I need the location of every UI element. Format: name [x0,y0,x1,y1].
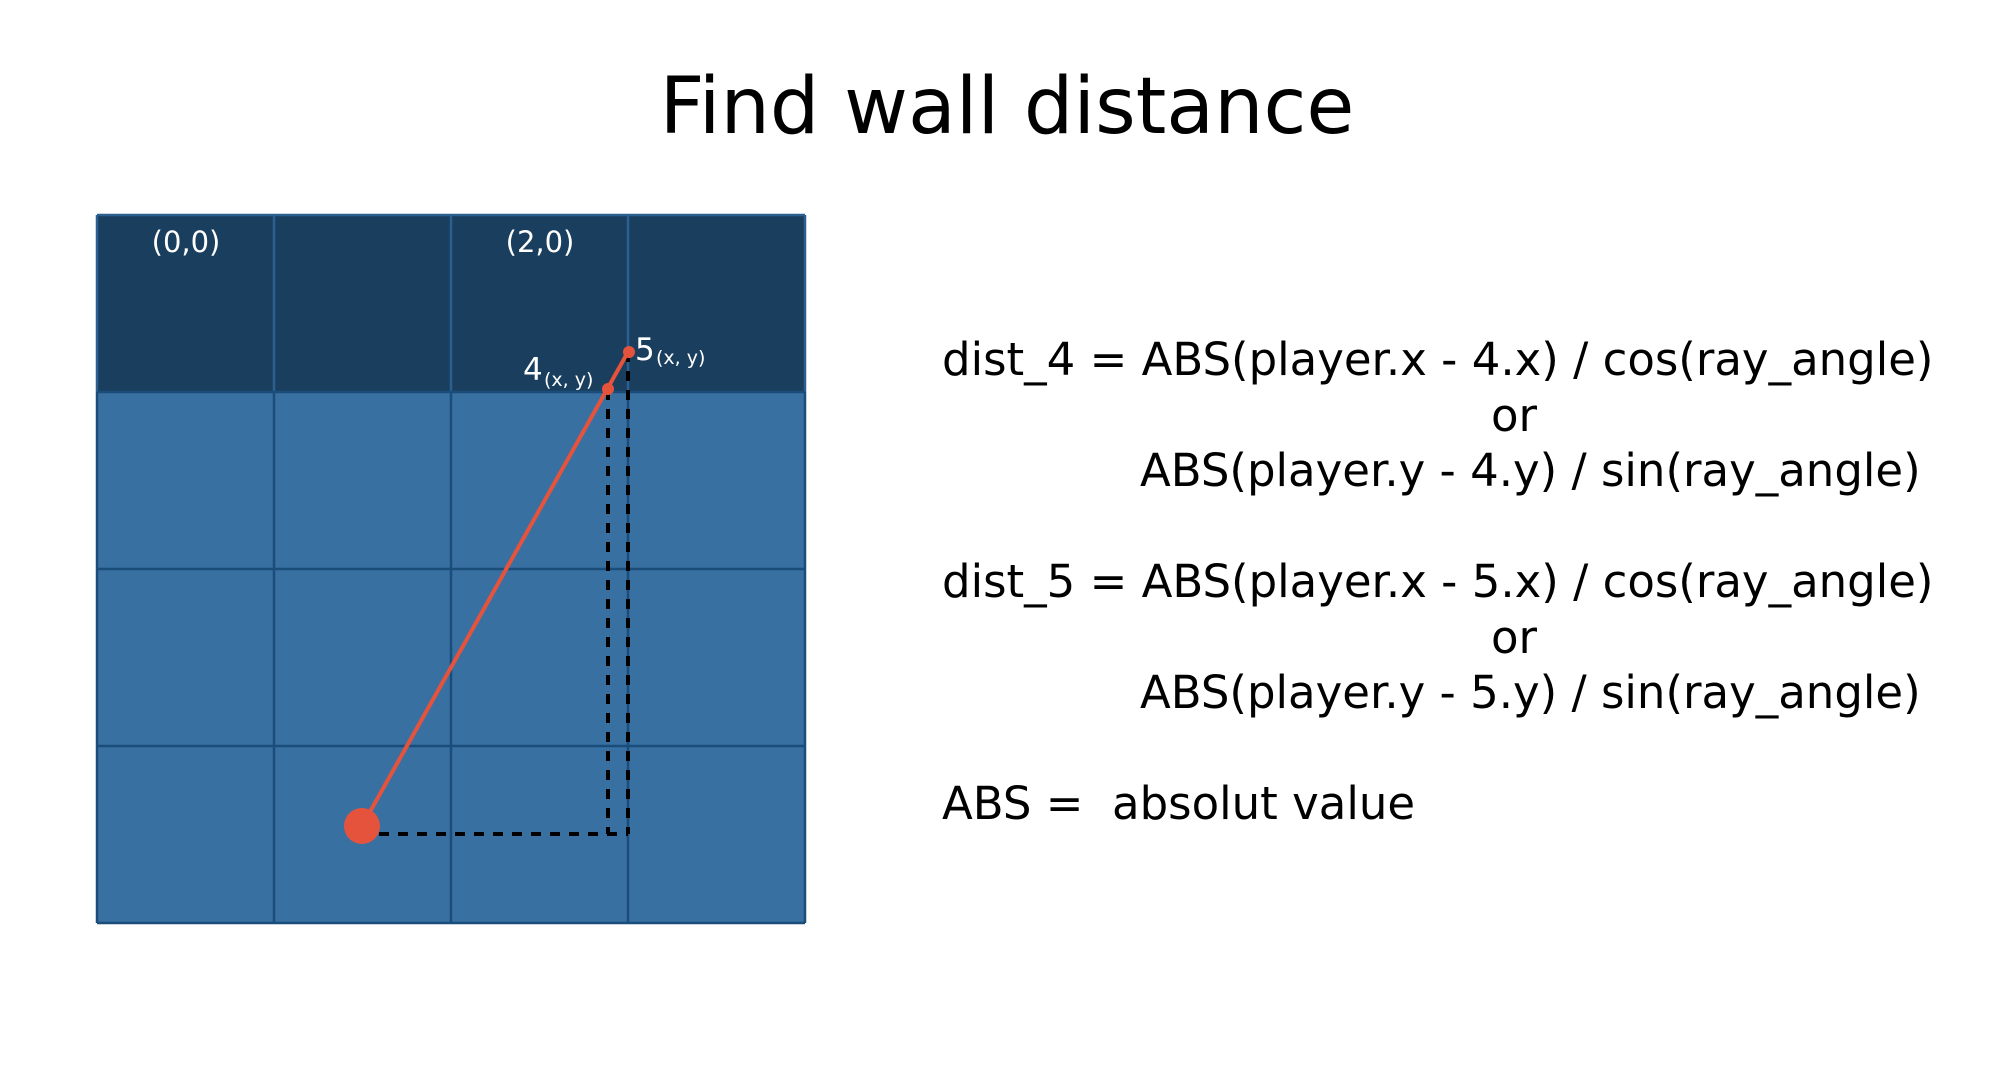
wall-cell [97,215,274,392]
dist4-or: or [1491,389,1538,442]
floor-grid-lines [95,390,807,925]
wall-row [97,215,805,392]
dashed-lines [360,352,630,836]
point-5-marker [623,346,635,358]
page-title: Find wall distance [659,62,1355,152]
wall-cell [274,215,451,392]
dist4-formula-line1: dist_4 = ABS(player.x - 4.x) / cos(ray_a… [942,333,1934,386]
cell-label-0-0: (0,0) [152,225,221,259]
point-5-sublabel: (x, y) [656,347,705,369]
dist5-formula-line2: ABS(player.y - 5.y) / sin(ray_angle) [1140,666,1921,719]
dist5-or: or [1491,611,1538,664]
wall-cell [628,215,805,392]
wall-cell [451,215,628,392]
player-dot [344,808,380,844]
point-4-sublabel: (x, y) [544,369,593,391]
cell-label-2-0: (2,0) [506,225,575,259]
point-5-label: 5 [635,332,655,368]
wall-grid-lines [95,213,807,392]
point-4-label: 4 [523,352,543,388]
dist5-formula-line1: dist_5 = ABS(player.x - 5.x) / cos(ray_a… [942,555,1934,608]
abs-note: ABS = absolut value [942,777,1416,830]
point-4-marker [602,383,614,395]
dist4-formula-line2: ABS(player.y - 4.y) / sin(ray_angle) [1140,444,1921,497]
ray-line [360,351,630,827]
